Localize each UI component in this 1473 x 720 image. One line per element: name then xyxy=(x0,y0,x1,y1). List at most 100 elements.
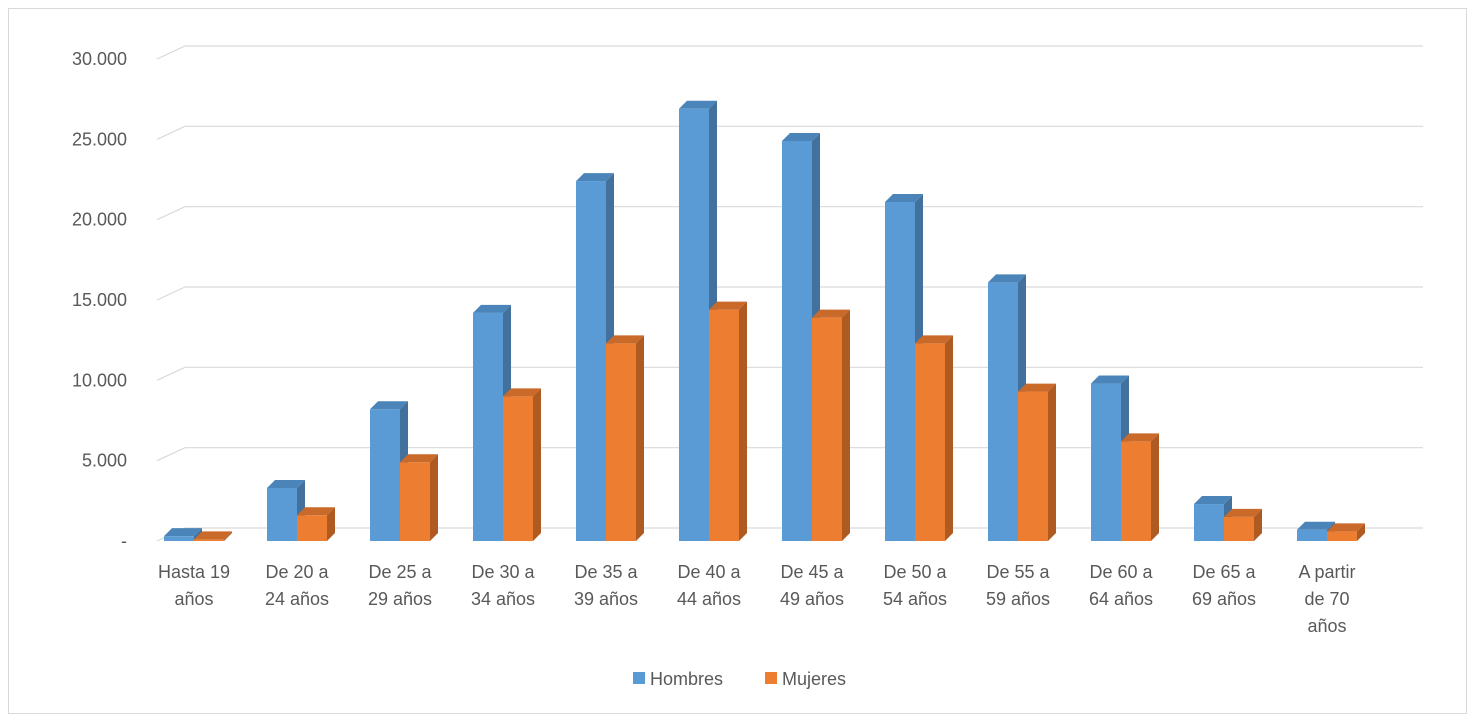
bar-mujeres xyxy=(1327,523,1365,541)
bar-top xyxy=(1327,523,1365,532)
y-tick-label: - xyxy=(121,531,127,551)
x-tick-line: 59 años xyxy=(986,589,1050,609)
bar-side xyxy=(1048,383,1056,541)
x-tick-line: de 70 xyxy=(1304,589,1349,609)
bar-top xyxy=(1121,433,1159,442)
bar-top xyxy=(782,132,820,141)
y-tick-label: 10.000 xyxy=(72,370,127,390)
bar-side xyxy=(636,335,644,541)
legend-label: Mujeres xyxy=(782,669,846,689)
y-tick-label: 25.000 xyxy=(72,129,127,149)
bar-top xyxy=(370,401,408,410)
bar-side xyxy=(327,507,335,541)
bar-top xyxy=(709,301,747,310)
bar-top xyxy=(297,507,335,516)
x-tick-label: De 35 a 39 años xyxy=(574,562,639,609)
x-tick-label: De 45 a 49 años xyxy=(780,562,845,609)
x-tick-line: 69 años xyxy=(1192,589,1256,609)
bar-top xyxy=(812,309,850,318)
x-tick-line: De 55 a xyxy=(986,562,1050,582)
bar-mujeres xyxy=(400,454,438,541)
bar-hombres xyxy=(885,193,923,541)
bar-front xyxy=(885,201,915,541)
bar-mujeres xyxy=(1018,383,1056,541)
x-tick-label: De 20 a 24 años xyxy=(265,562,330,609)
bar-front xyxy=(473,312,503,541)
bar-top xyxy=(915,335,953,344)
x-tick-line: 24 años xyxy=(265,589,329,609)
bar-mujeres xyxy=(606,335,644,541)
bar-front xyxy=(1297,529,1327,541)
bar-chart: - 5.000 10.000 15.000 20.000 25.000 30.000 Hast… xyxy=(72,45,1423,689)
bar-hombres xyxy=(679,100,717,541)
bar-front xyxy=(267,487,297,541)
legend: Hombres Mujeres xyxy=(633,669,846,689)
bar-top xyxy=(473,304,511,313)
bar-front xyxy=(194,539,224,541)
bar-front xyxy=(1121,441,1151,541)
bar-hombres xyxy=(576,173,614,541)
bar-front xyxy=(1194,504,1224,541)
y-axis: - 5.000 10.000 15.000 20.000 25.000 30.000 xyxy=(72,49,127,551)
bar-top xyxy=(1224,508,1262,517)
bar-front xyxy=(988,282,1018,541)
bar-top xyxy=(606,335,644,344)
bar-mujeres xyxy=(297,507,335,541)
x-tick-line: De 25 a xyxy=(368,562,432,582)
y-tick-label: 30.000 xyxy=(72,49,127,69)
bar-top xyxy=(679,100,717,109)
bar-side xyxy=(1254,508,1262,541)
legend-swatch xyxy=(765,672,777,684)
x-tick-line: De 45 a xyxy=(780,562,844,582)
bar-mujeres xyxy=(915,335,953,541)
legend-swatch xyxy=(633,672,645,684)
chart-container: - 5.000 10.000 15.000 20.000 25.000 30.000 Hast… xyxy=(8,8,1467,714)
bar-front xyxy=(400,462,430,541)
x-tick-label: Hasta 19 años xyxy=(158,562,230,609)
x-tick-label: De 30 a 34 años xyxy=(471,562,536,609)
x-tick-label: De 25 a 29 años xyxy=(368,562,433,609)
bar-side xyxy=(1357,523,1365,541)
bar-front xyxy=(370,409,400,541)
bar-front xyxy=(164,536,194,541)
x-axis: Hasta 19 años De 20 a 24 años De 25 a 29 años… xyxy=(158,562,1356,636)
bar-front xyxy=(297,515,327,541)
bar-front xyxy=(709,309,739,541)
bar-front xyxy=(576,181,606,541)
bar-top xyxy=(194,531,232,540)
x-tick-line: 39 años xyxy=(574,589,638,609)
bar-side xyxy=(739,301,747,541)
bar-top xyxy=(1018,383,1056,392)
bar-top xyxy=(1091,375,1129,384)
x-tick-line: años xyxy=(1307,616,1346,636)
x-tick-label: De 50 a 54 años xyxy=(883,562,948,609)
bar-front xyxy=(679,108,709,541)
bar-top xyxy=(1194,496,1232,505)
x-tick-line: años xyxy=(174,589,213,609)
legend-item-mujeres: Mujeres xyxy=(765,669,846,689)
legend-label: Hombres xyxy=(650,669,723,689)
gridlines xyxy=(156,45,1423,542)
x-tick-line: 64 años xyxy=(1089,589,1153,609)
x-tick-line: 44 años xyxy=(677,589,741,609)
bars xyxy=(164,100,1365,541)
x-tick-line: 34 años xyxy=(471,589,535,609)
bar-top xyxy=(1297,521,1335,530)
x-tick-label: De 65 a 69 años xyxy=(1192,562,1257,609)
x-tick-line: De 35 a xyxy=(574,562,638,582)
bar-front xyxy=(915,343,945,541)
y-tick-label: 5.000 xyxy=(82,451,127,471)
x-tick-label: De 40 a 44 años xyxy=(677,562,742,609)
x-tick-line: De 20 a xyxy=(265,562,329,582)
bar-front xyxy=(1327,531,1357,541)
bar-front xyxy=(812,317,842,541)
bar-front xyxy=(503,396,533,541)
bar-top xyxy=(988,274,1026,283)
bar-top xyxy=(885,193,923,202)
x-tick-line: Hasta 19 xyxy=(158,562,230,582)
bar-mujeres xyxy=(1121,433,1159,541)
y-tick-label: 20.000 xyxy=(72,210,127,230)
bar-top xyxy=(400,454,438,463)
x-tick-label: A partir de 70 años xyxy=(1298,562,1355,636)
bar-front xyxy=(1091,383,1121,541)
